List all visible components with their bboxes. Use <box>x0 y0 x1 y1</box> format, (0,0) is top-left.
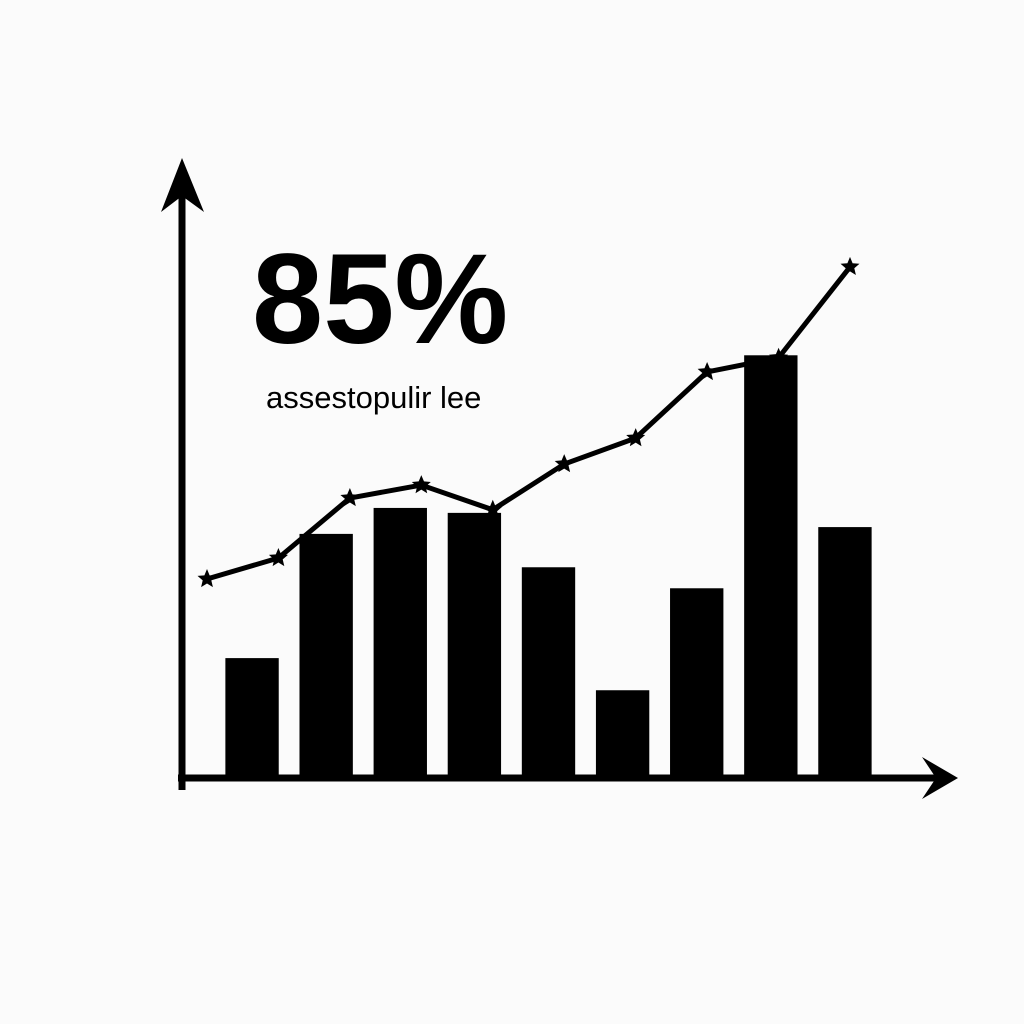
line-marker <box>697 362 717 381</box>
y-axis-arrow <box>161 158 204 212</box>
line-marker <box>411 475 431 494</box>
bar <box>818 527 872 778</box>
line <box>206 265 852 582</box>
line-marker <box>840 256 860 275</box>
bar <box>299 533 353 778</box>
annotation-text: assestopulir lee <box>266 380 481 415</box>
bar <box>521 567 576 778</box>
line-marker <box>626 428 646 447</box>
line-marker <box>554 454 574 473</box>
line-marker <box>769 347 789 366</box>
bar <box>447 512 502 778</box>
line-marker <box>268 548 288 567</box>
x-axis-arrow <box>922 757 958 799</box>
bar <box>744 355 798 778</box>
line-marker <box>197 569 217 588</box>
line-marker <box>483 499 503 518</box>
bar <box>225 658 279 778</box>
big-annotation: 85% <box>252 228 508 371</box>
bar <box>670 588 724 778</box>
bar <box>595 690 650 778</box>
line-marker <box>340 488 360 507</box>
bar <box>373 507 427 778</box>
